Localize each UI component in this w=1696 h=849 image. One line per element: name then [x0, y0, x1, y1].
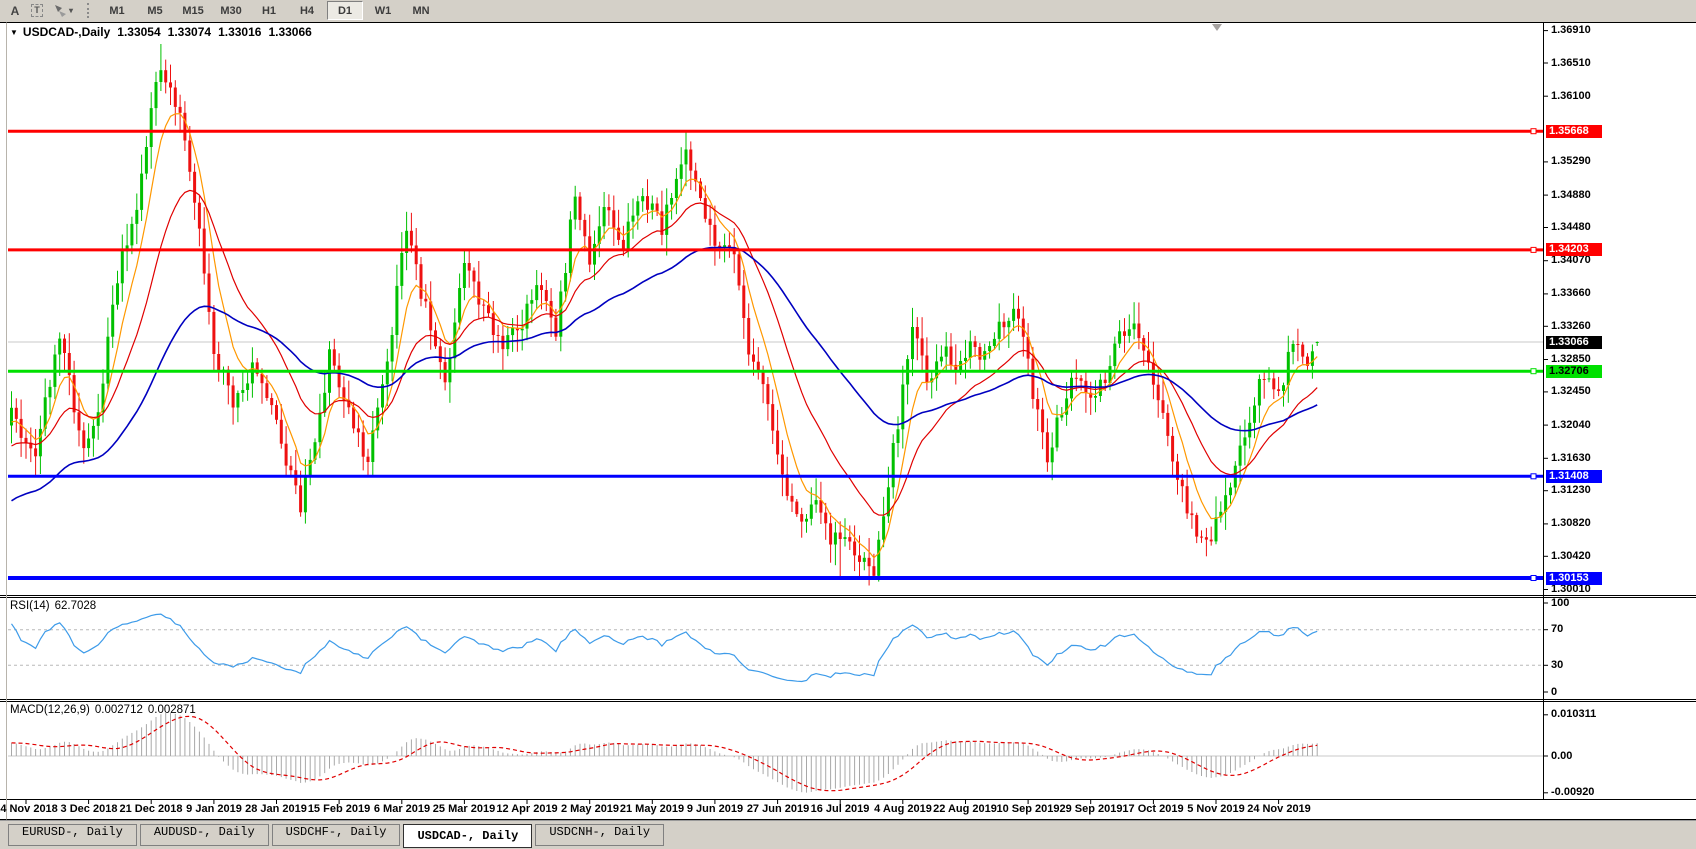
date-tick-label: 22 Aug 2019 — [933, 803, 997, 815]
chart-header: ▼ USDCAD-,Daily 1.33054 1.33074 1.33016 1.330… — [10, 25, 312, 39]
price-tick-label: 1.35290 — [1551, 155, 1591, 168]
date-tick-label: 12 Apr 2019 — [496, 803, 558, 815]
price-tick-label: 1.31630 — [1551, 451, 1591, 464]
chart-tab-usdcnh[interactable]: USDCNH-, Daily — [535, 824, 665, 846]
macd-axis-label: 0.010311 — [1551, 708, 1597, 721]
date-tick-label: 9 Jan 2019 — [186, 803, 242, 815]
rsi-value: 62.7028 — [54, 600, 97, 612]
date-tick-label: 5 Nov 2019 — [1187, 803, 1245, 815]
chart-tab-eurusd[interactable]: EURUSD-, Daily — [8, 824, 137, 846]
date-tick-label: 6 Mar 2019 — [373, 803, 431, 815]
timeframe-button-d1[interactable]: D1 — [327, 1, 364, 20]
chart-window-background[interactable] — [0, 22, 1696, 820]
ohlc-open: 1.33054 — [117, 25, 161, 39]
chart-tab-audusd[interactable]: AUDUSD-, Daily — [139, 824, 269, 846]
price-tick-label: 1.34070 — [1551, 254, 1591, 267]
timeframe-button-m15[interactable]: M15 — [182, 4, 204, 17]
date-tick-label: 4 Aug 2019 — [874, 803, 932, 815]
price-tick-label: 1.30420 — [1551, 549, 1591, 562]
timeframe-button-mn[interactable]: MN — [412, 4, 430, 17]
timeframe-button-m30[interactable]: M30 — [220, 4, 242, 17]
ohlc-high: 1.33074 — [167, 25, 212, 39]
date-tick-label: 29 Sep 2019 — [1059, 803, 1123, 815]
date-tick-label: 9 Jun 2019 — [686, 803, 744, 815]
rsi-indicator-label: RSI(14) 62.7028 — [10, 600, 101, 612]
macd-signal-value: 0.002871 — [147, 704, 196, 716]
font-tool-button[interactable]: A — [5, 2, 25, 19]
price-tick-label: 1.32450 — [1551, 385, 1591, 398]
macd-axis-label: -0.00920 — [1551, 786, 1595, 799]
timeframe-button-w1[interactable]: W1 — [374, 4, 392, 17]
ohlc-low: 1.33016 — [218, 25, 262, 39]
price-tick-label: 1.36100 — [1551, 89, 1591, 102]
macd-name: MACD(12,26,9) — [10, 704, 90, 716]
rsi-axis-label: 0 — [1551, 685, 1558, 698]
date-tick-label: 14 Nov 2018 — [0, 803, 58, 815]
chart-symbol-title: USDCAD-,Daily — [22, 25, 111, 39]
arrows-icon — [55, 4, 66, 17]
macd-main-value: 0.002712 — [94, 704, 143, 716]
rsi-axis-label: 70 — [1551, 623, 1564, 636]
ohlc-close: 1.33066 — [268, 25, 312, 39]
price-tick-label: 1.36510 — [1551, 56, 1591, 69]
support-price-label: 1.31408 — [1546, 469, 1602, 483]
chart-shift-marker[interactable] — [1212, 24, 1222, 31]
timeframe-button-h1[interactable]: H1 — [261, 4, 277, 17]
support-price-label: 1.32706 — [1546, 364, 1602, 378]
top-toolbar: A T ▾ M1 M5 M15 M30 H1 H4 D1 W1 MN — [0, 0, 1696, 21]
price-tick-label: 1.34880 — [1551, 188, 1591, 201]
support-price-label: 1.30153 — [1546, 571, 1602, 585]
date-tick-label: 21 Dec 2018 — [119, 803, 183, 815]
date-tick-label: 2 May 2019 — [560, 803, 620, 815]
price-tick-label: 1.32040 — [1551, 418, 1591, 431]
current-price-label: 1.33066 — [1546, 335, 1602, 349]
rsi-name: RSI(14) — [10, 600, 50, 612]
price-tick-label: 1.33660 — [1551, 287, 1591, 300]
price-tick-label: 1.33260 — [1551, 319, 1591, 332]
date-tick-label: 27 Jun 2019 — [746, 803, 810, 815]
date-tick-label: 15 Feb 2019 — [307, 803, 371, 815]
rsi-axis-label: 100 — [1551, 596, 1570, 609]
toolbar-grip[interactable] — [87, 3, 91, 18]
dropdown-caret-icon: ▾ — [69, 6, 74, 15]
macd-axis-label: 0.00 — [1551, 749, 1573, 762]
macd-indicator-label: MACD(12,26,9) 0.002712 0.002871 — [10, 704, 201, 716]
rsi-axis-label: 30 — [1551, 658, 1564, 671]
resistance-price-label: 1.34203 — [1546, 243, 1602, 257]
timeframe-button-m1[interactable]: M1 — [109, 4, 125, 17]
price-tick-label: 1.34480 — [1551, 221, 1591, 233]
price-tick-label: 1.30820 — [1551, 517, 1591, 530]
date-tick-label: 10 Sep 2019 — [996, 803, 1060, 815]
date-tick-label: 3 Dec 2018 — [60, 803, 118, 815]
timeframe-toolbar: M1 M5 M15 M30 H1 H4 D1 W1 MN — [98, 1, 440, 20]
arrows-tool-button[interactable]: ▾ — [49, 2, 77, 19]
price-tick-label: 1.30010 — [1551, 583, 1591, 595]
resistance-price-label: 1.35668 — [1546, 124, 1602, 138]
price-tick-label: 1.32850 — [1551, 353, 1591, 365]
date-tick-label: 24 Nov 2019 — [1247, 803, 1311, 815]
timeframe-button-h4[interactable]: H4 — [299, 4, 315, 17]
text-label-tool-button[interactable]: T — [27, 2, 47, 19]
price-tick-label: 1.36910 — [1551, 24, 1591, 37]
price-tick-label: 1.31230 — [1551, 484, 1591, 497]
timeframe-button-m5[interactable]: M5 — [147, 4, 163, 17]
date-tick-label: 16 Jul 2019 — [810, 803, 870, 815]
collapse-triangle-icon[interactable]: ▼ — [10, 28, 18, 37]
date-tick-label: 21 May 2019 — [619, 803, 685, 815]
date-tick-label: 25 Mar 2019 — [432, 803, 496, 815]
text-label-icon: T — [31, 4, 43, 17]
date-tick-label: 17 Oct 2019 — [1122, 803, 1184, 815]
date-tick-label: 28 Jan 2019 — [245, 803, 307, 815]
chart-tab-usdchf[interactable]: USDCHF-, Daily — [271, 824, 401, 846]
chart-tab-bar: EURUSD-, Daily AUDUSD-, Daily USDCHF-, Dai… — [0, 820, 1696, 849]
chart-tab-usdcad[interactable]: USDCAD-, Daily — [403, 824, 533, 848]
